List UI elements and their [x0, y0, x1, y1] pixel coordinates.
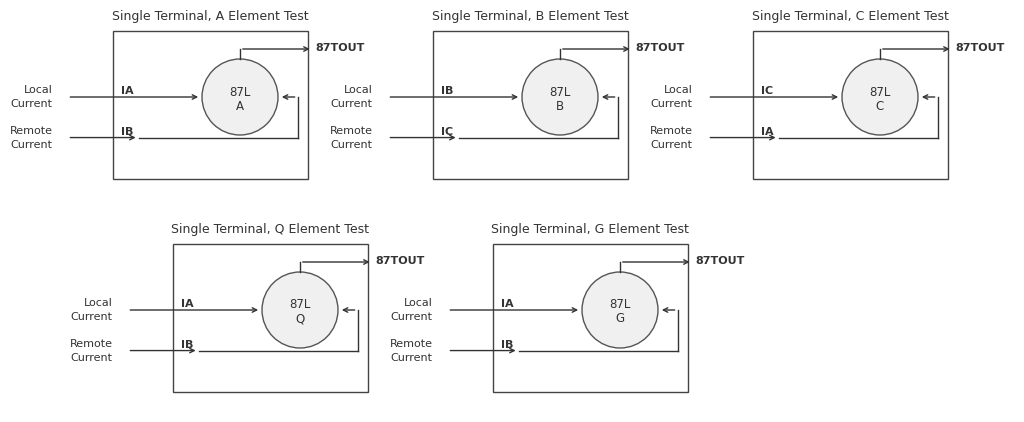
Circle shape [262, 272, 338, 348]
Text: Current: Current [71, 312, 113, 322]
Text: Current: Current [390, 352, 432, 362]
Bar [113, 31, 307, 179]
Text: IB: IB [440, 86, 453, 96]
Text: Current: Current [331, 140, 373, 149]
Text: Single Terminal, Q Element Test: Single Terminal, Q Element Test [171, 223, 369, 236]
Text: IC: IC [761, 86, 773, 96]
Text: 87TOUT: 87TOUT [636, 43, 685, 53]
Text: B: B [556, 100, 564, 113]
Text: A: A [236, 100, 244, 113]
Text: Local: Local [24, 85, 52, 95]
Text: IA: IA [501, 299, 513, 309]
Text: Q: Q [295, 313, 304, 325]
Text: 87L: 87L [229, 86, 251, 98]
Text: C: C [876, 100, 884, 113]
Text: Current: Current [10, 140, 52, 149]
Text: Remote: Remote [9, 126, 52, 135]
Text: 87L: 87L [609, 298, 631, 311]
Text: Current: Current [390, 312, 432, 322]
Bar [753, 31, 947, 179]
Text: Current: Current [650, 99, 692, 109]
Text: IB: IB [121, 127, 133, 137]
Text: 87TOUT: 87TOUT [376, 256, 425, 266]
Text: Local: Local [84, 298, 113, 308]
Text: 87TOUT: 87TOUT [695, 256, 744, 266]
Circle shape [842, 59, 918, 135]
Text: 87L: 87L [549, 86, 570, 98]
Bar [172, 244, 368, 392]
Text: Single Terminal, B Element Test: Single Terminal, B Element Test [432, 10, 629, 23]
Text: Remote: Remote [389, 338, 432, 349]
Text: IA: IA [180, 299, 194, 309]
Text: Remote: Remote [649, 126, 692, 135]
Text: IB: IB [180, 340, 193, 349]
Text: Local: Local [344, 85, 373, 95]
Text: IA: IA [121, 86, 133, 96]
Text: Current: Current [10, 99, 52, 109]
Text: Current: Current [331, 99, 373, 109]
Text: 87TOUT: 87TOUT [315, 43, 365, 53]
Text: Single Terminal, A Element Test: Single Terminal, A Element Test [112, 10, 308, 23]
Bar [493, 244, 687, 392]
Text: 87L: 87L [290, 298, 310, 311]
Text: Current: Current [650, 140, 692, 149]
Bar [432, 31, 628, 179]
Text: Single Terminal, C Element Test: Single Terminal, C Element Test [752, 10, 948, 23]
Text: Current: Current [71, 352, 113, 362]
Text: G: G [615, 313, 625, 325]
Text: 87L: 87L [869, 86, 891, 98]
Text: IB: IB [501, 340, 513, 349]
Text: Single Terminal, G Element Test: Single Terminal, G Element Test [492, 223, 689, 236]
Text: Local: Local [403, 298, 432, 308]
Text: Local: Local [664, 85, 692, 95]
Circle shape [522, 59, 598, 135]
Circle shape [202, 59, 278, 135]
Text: Remote: Remote [70, 338, 113, 349]
Circle shape [582, 272, 658, 348]
Text: Remote: Remote [330, 126, 373, 135]
Text: IC: IC [440, 127, 453, 137]
Text: 87TOUT: 87TOUT [955, 43, 1005, 53]
Text: IA: IA [761, 127, 773, 137]
